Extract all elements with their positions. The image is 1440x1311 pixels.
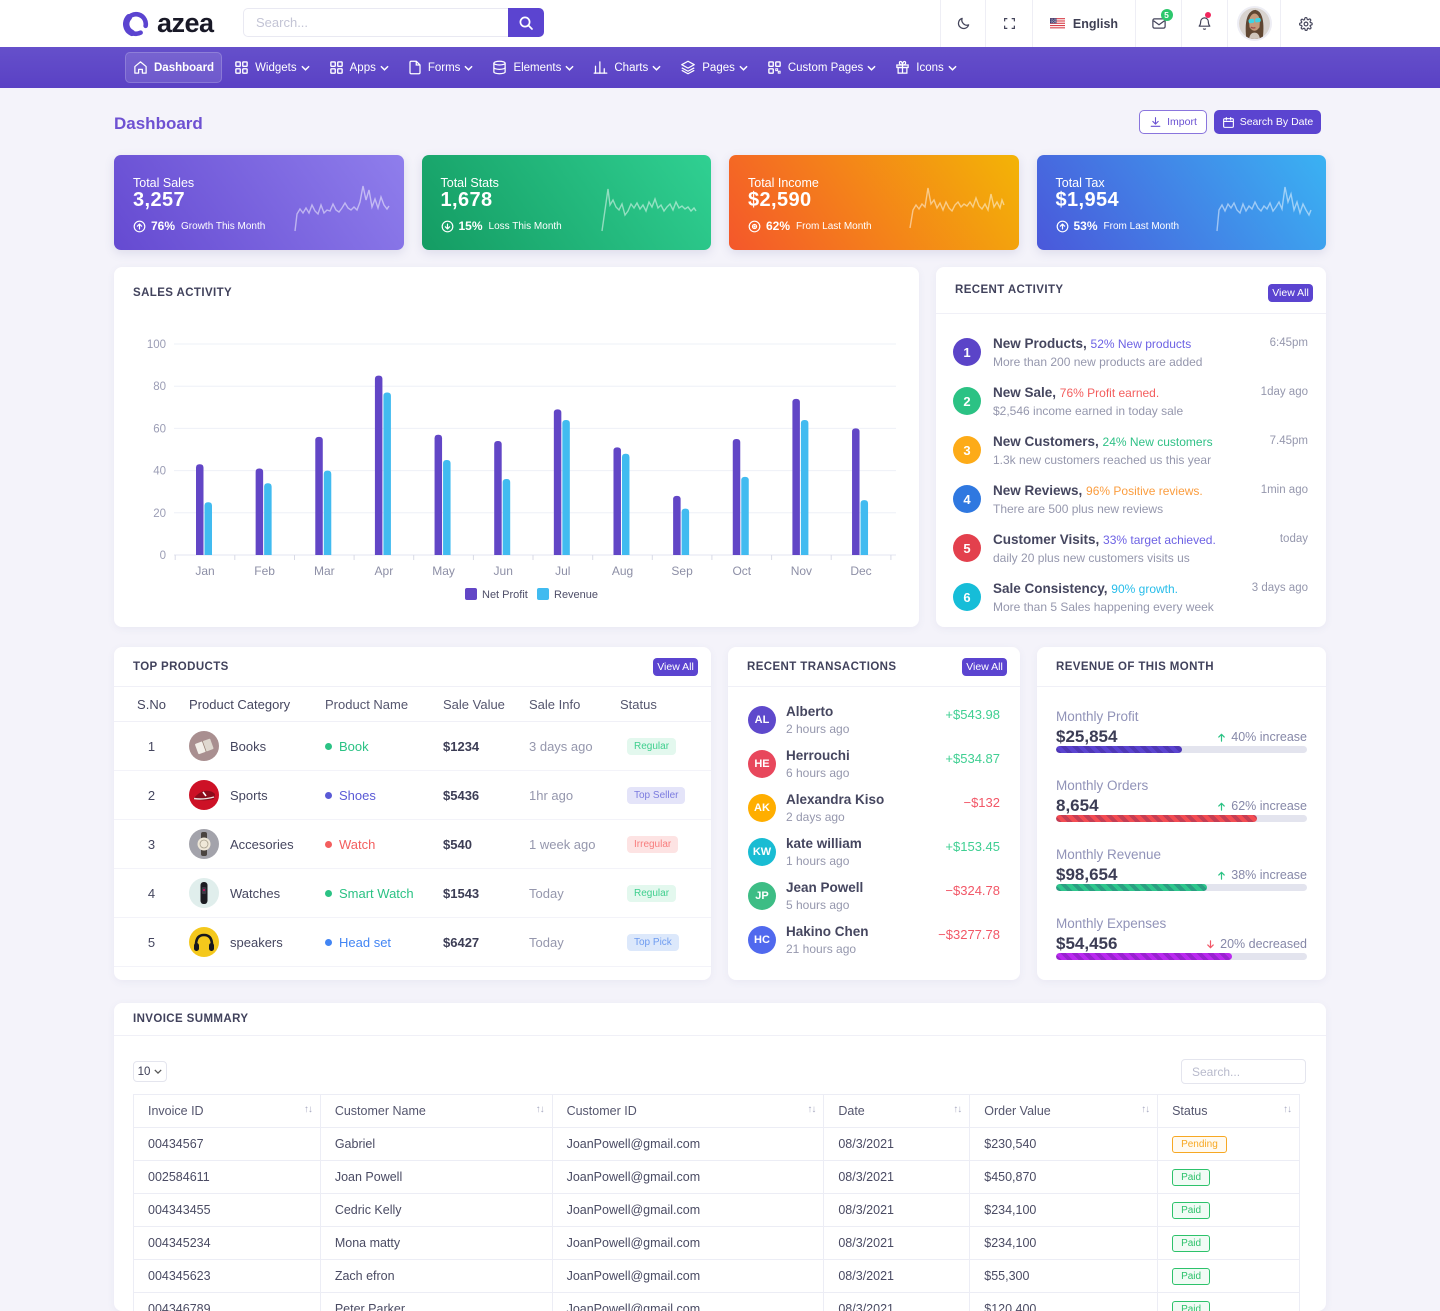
svg-text:Aug: Aug <box>612 564 633 578</box>
svg-text:100: 100 <box>147 339 166 351</box>
svg-text:Jun: Jun <box>494 564 513 578</box>
svg-text:80: 80 <box>153 381 166 393</box>
svg-text:Dec: Dec <box>850 564 871 578</box>
svg-text:Apr: Apr <box>375 564 394 578</box>
svg-text:Jan: Jan <box>195 564 214 578</box>
svg-text:Nov: Nov <box>791 564 812 578</box>
svg-text:Jul: Jul <box>555 564 570 578</box>
svg-text:60: 60 <box>153 423 166 435</box>
svg-text:0: 0 <box>160 550 166 562</box>
svg-text:40: 40 <box>153 466 166 478</box>
svg-text:Revenue: Revenue <box>554 589 598 601</box>
svg-text:Oct: Oct <box>732 564 751 578</box>
svg-text:Sep: Sep <box>671 564 693 578</box>
svg-text:Net Profit: Net Profit <box>482 589 528 601</box>
svg-text:Mar: Mar <box>314 564 335 578</box>
svg-text:Feb: Feb <box>254 564 275 578</box>
svg-text:May: May <box>432 564 455 578</box>
svg-text:20: 20 <box>153 508 166 520</box>
